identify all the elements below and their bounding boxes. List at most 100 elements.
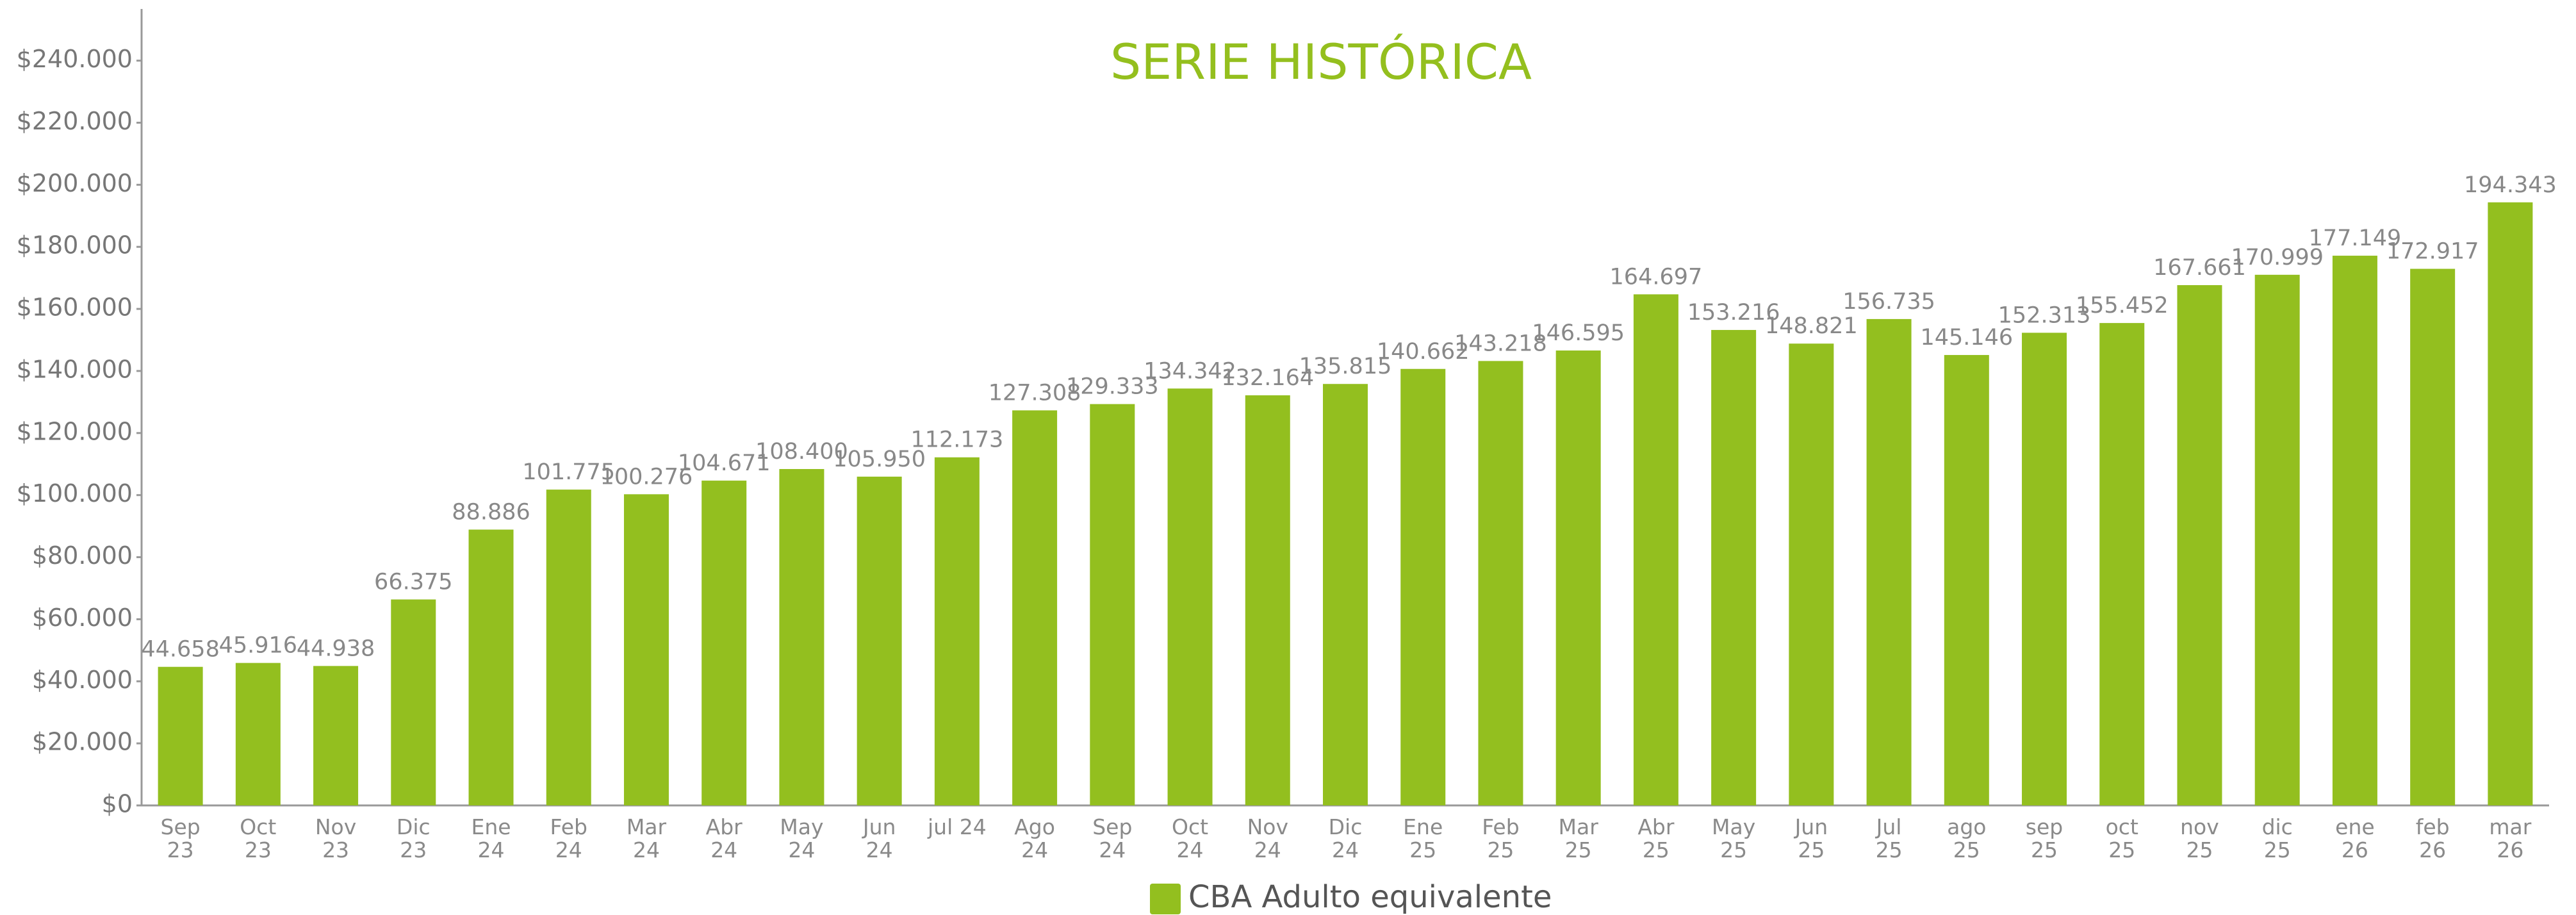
x-tick-label: Ago 24 — [1014, 814, 1055, 862]
x-tick-label: Jun 25 — [1794, 814, 1828, 862]
bar — [546, 490, 591, 805]
x-tick-label: Feb 25 — [1482, 814, 1520, 862]
x-tick-label: Feb 24 — [550, 814, 587, 862]
x-tick-label: Jun 24 — [862, 814, 896, 862]
data-label: 148.821 — [1765, 313, 1858, 339]
chart-title: SERIE HISTÓRICA — [1110, 33, 1532, 90]
bar — [857, 476, 902, 805]
bar — [1323, 384, 1368, 805]
data-label: 108.400 — [755, 439, 848, 465]
y-tick-label: $200.000 — [17, 169, 133, 197]
x-tick-label: Abr 24 — [705, 814, 742, 862]
x-tick-label: Sep 24 — [1092, 814, 1133, 862]
x-tick-label: Dic 23 — [396, 814, 431, 862]
bar — [1167, 388, 1213, 805]
bar — [934, 457, 980, 805]
x-tick-label: ene 26 — [2335, 814, 2375, 862]
data-label: 153.216 — [1687, 300, 1780, 326]
data-label: 164.697 — [1610, 264, 1703, 290]
bar — [2488, 202, 2533, 806]
bar — [391, 599, 436, 805]
data-label: 194.343 — [2464, 172, 2557, 198]
data-label: 88.886 — [452, 500, 530, 525]
bar — [1090, 404, 1135, 805]
x-tick-label: sep 25 — [2025, 814, 2063, 862]
y-tick-label: $100.000 — [17, 479, 133, 507]
x-tick-label: Nov 23 — [315, 814, 357, 862]
bar — [235, 663, 281, 805]
data-label: 101.775 — [522, 459, 615, 485]
y-tick-label: $0 — [102, 790, 133, 818]
data-label: 177.149 — [2309, 226, 2402, 251]
bar — [2254, 274, 2300, 805]
bar — [1400, 368, 1446, 805]
x-tick-label: Oct 23 — [240, 814, 277, 862]
y-tick-label: $60.000 — [32, 604, 133, 632]
data-label: 134.342 — [1144, 358, 1236, 384]
y-tick-label: $40.000 — [32, 666, 133, 694]
y-tick-label: $160.000 — [17, 293, 133, 322]
data-label: 155.452 — [2076, 293, 2169, 318]
data-label: 127.308 — [989, 380, 1081, 406]
x-tick-label: May 25 — [1712, 814, 1756, 862]
legend-swatch — [1150, 884, 1181, 914]
x-tick-label: Ene 24 — [471, 814, 511, 862]
x-tick-label: ago 25 — [1947, 814, 1987, 862]
data-label: 140.662 — [1377, 339, 1470, 365]
bar — [1012, 410, 1058, 805]
x-tick-label: mar 26 — [2489, 814, 2532, 862]
bar — [1245, 395, 1290, 805]
bar — [779, 469, 824, 805]
data-label: 170.999 — [2231, 245, 2324, 270]
bar — [2022, 333, 2067, 805]
bar — [468, 529, 514, 805]
data-label: 44.938 — [297, 636, 375, 661]
x-tick-label: nov 25 — [2180, 814, 2219, 862]
y-tick-label: $140.000 — [17, 355, 133, 383]
bar — [1866, 318, 1912, 805]
data-label: 135.815 — [1299, 354, 1392, 379]
y-tick-label: $180.000 — [17, 231, 133, 260]
legend-label: CBA Adulto equivalente — [1188, 879, 1552, 915]
y-tick-label: $120.000 — [17, 417, 133, 445]
x-tick-label: Oct 24 — [1172, 814, 1209, 862]
bar — [1944, 355, 1989, 805]
data-label: 132.164 — [1221, 365, 1314, 391]
y-tick-label: $220.000 — [17, 107, 133, 135]
y-tick-label: $20.000 — [32, 728, 133, 756]
bar — [623, 494, 669, 805]
data-label: 100.276 — [600, 464, 693, 490]
x-tick-label: Mar 24 — [626, 814, 667, 862]
x-tick-label: Ene 25 — [1403, 814, 1443, 862]
bar — [1789, 343, 1834, 805]
bar — [701, 481, 747, 805]
x-tick-label: Abr 25 — [1637, 814, 1675, 862]
x-tick-label: dic 25 — [2261, 814, 2293, 862]
bar — [313, 666, 359, 805]
data-label: 45.916 — [219, 633, 297, 659]
data-label: 104.671 — [678, 450, 771, 476]
data-label: 145.146 — [1920, 325, 2013, 350]
bar — [1555, 350, 1601, 805]
bar — [1711, 329, 1757, 805]
bar — [2410, 268, 2456, 805]
bar — [158, 666, 203, 805]
bar — [2099, 323, 2145, 805]
x-tick-label: Nov 24 — [1247, 814, 1288, 862]
data-label: 44.658 — [141, 637, 219, 663]
data-label: 112.173 — [911, 427, 1004, 453]
x-tick-label: Mar 25 — [1558, 814, 1598, 862]
x-tick-label: May 24 — [780, 814, 824, 862]
data-label: 129.333 — [1066, 374, 1159, 400]
bar — [1478, 361, 1523, 805]
data-label: 66.375 — [374, 570, 452, 595]
x-tick-label: Jul 25 — [1875, 814, 1903, 862]
bar — [2332, 256, 2377, 805]
x-tick-label: Dic 24 — [1328, 814, 1363, 862]
bar — [2177, 284, 2222, 805]
data-label: 172.917 — [2386, 239, 2479, 265]
data-label: 105.950 — [833, 447, 926, 472]
data-label: 167.661 — [2153, 255, 2246, 281]
